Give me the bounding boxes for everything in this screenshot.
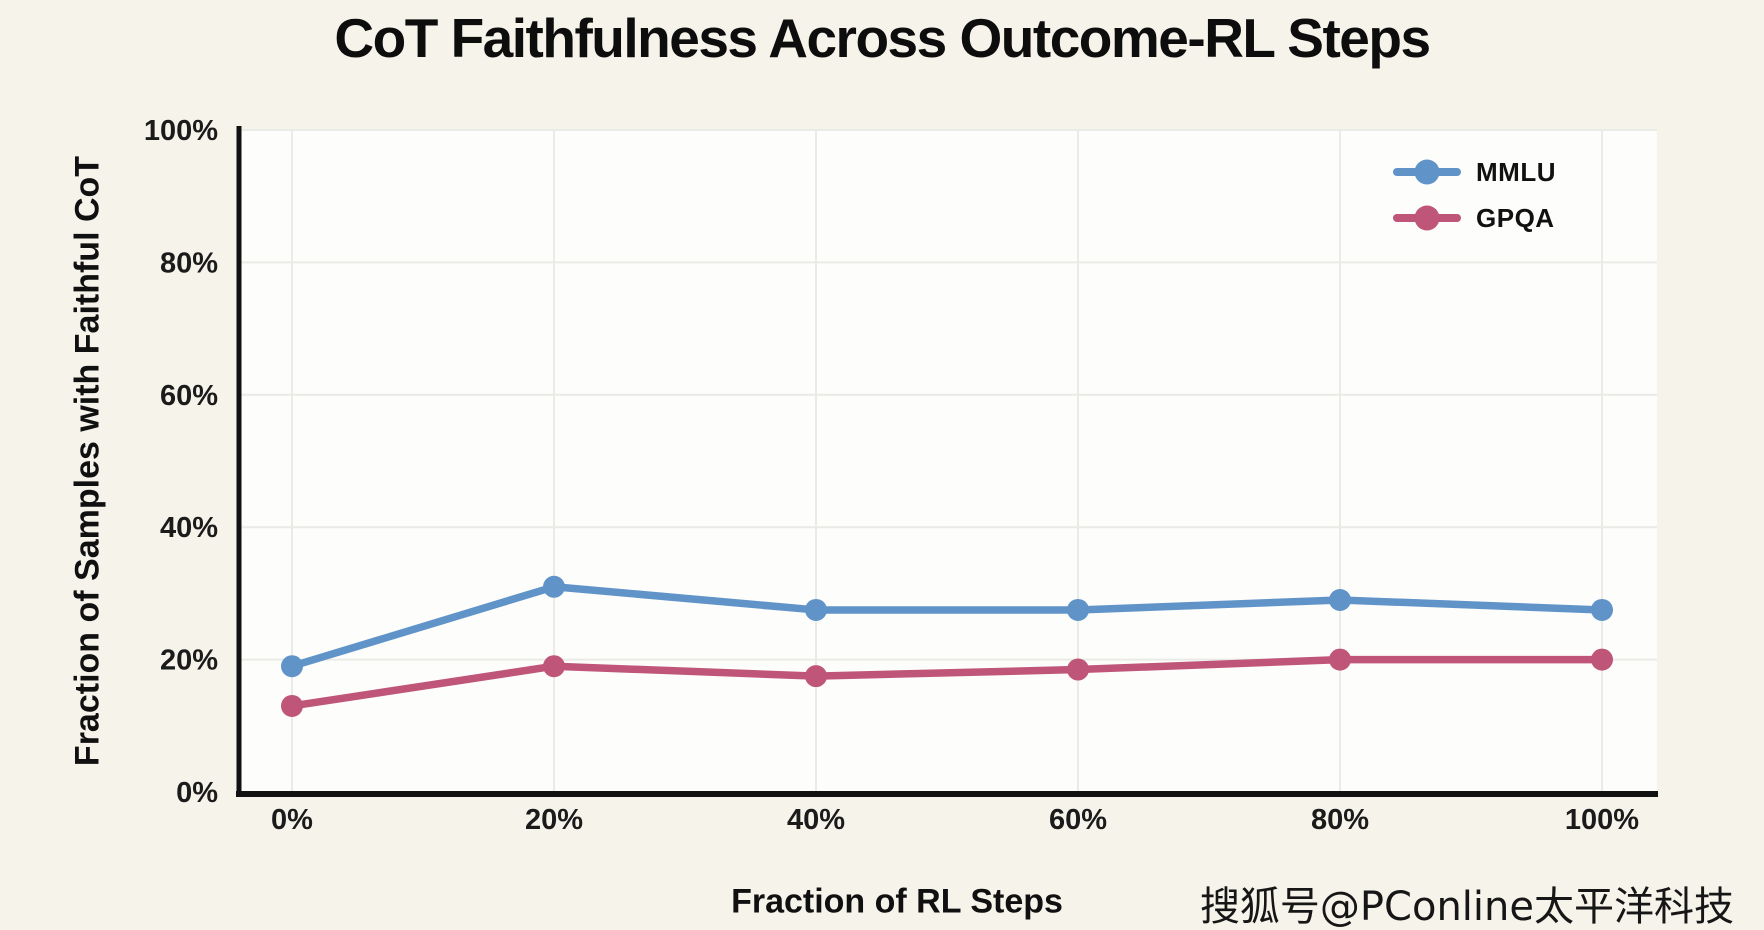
series-line-mmlu <box>288 583 1606 670</box>
mmlu-line-swatch-icon <box>1393 159 1461 185</box>
data-point-mmlu <box>805 598 827 621</box>
legend-item-mmlu: MMLU <box>1392 152 1556 192</box>
chart-title: CoT Faithfulness Across Outcome-RL Steps <box>334 7 1431 69</box>
legend-item-gpqa: GPQA <box>1392 198 1556 238</box>
data-point-gpqa <box>281 694 303 717</box>
legend-label-gpqa: GPQA <box>1476 202 1555 233</box>
x-tick-label: 100% <box>1565 804 1639 836</box>
x-tick-label: 0% <box>271 804 313 836</box>
data-point-mmlu <box>281 655 303 678</box>
data-point-gpqa <box>1329 648 1351 671</box>
data-point-gpqa <box>1067 658 1089 681</box>
x-tick-label: 40% <box>787 804 845 836</box>
x-tick-label: 20% <box>525 804 583 836</box>
data-point-gpqa <box>805 665 827 688</box>
y-tick-label: 100% <box>144 115 218 147</box>
data-point-mmlu <box>1591 598 1613 621</box>
series-line-gpqa <box>288 655 1606 710</box>
data-point-mmlu <box>1329 589 1351 612</box>
legend-label-mmlu: MMLU <box>1476 156 1556 187</box>
data-point-gpqa <box>1591 648 1613 671</box>
data-point-mmlu <box>1067 598 1089 621</box>
y-tick-label: 40% <box>160 512 218 544</box>
x-tick-label: 80% <box>1311 804 1369 836</box>
gpqa-line-swatch-icon <box>1393 205 1461 231</box>
y-tick-label: 0% <box>176 777 218 809</box>
data-point-gpqa <box>543 655 565 678</box>
y-tick-label: 80% <box>160 247 218 279</box>
x-axis-title: Fraction of RL Steps <box>731 882 1063 921</box>
y-tick-label: 60% <box>160 380 218 412</box>
y-tick-label: 20% <box>160 645 218 677</box>
legend: MMLU GPQA <box>1392 152 1556 238</box>
x-tick-label: 60% <box>1049 804 1107 836</box>
watermark: 搜狐号@PConline太平洋科技 <box>1199 884 1734 930</box>
data-point-mmlu <box>543 575 565 598</box>
